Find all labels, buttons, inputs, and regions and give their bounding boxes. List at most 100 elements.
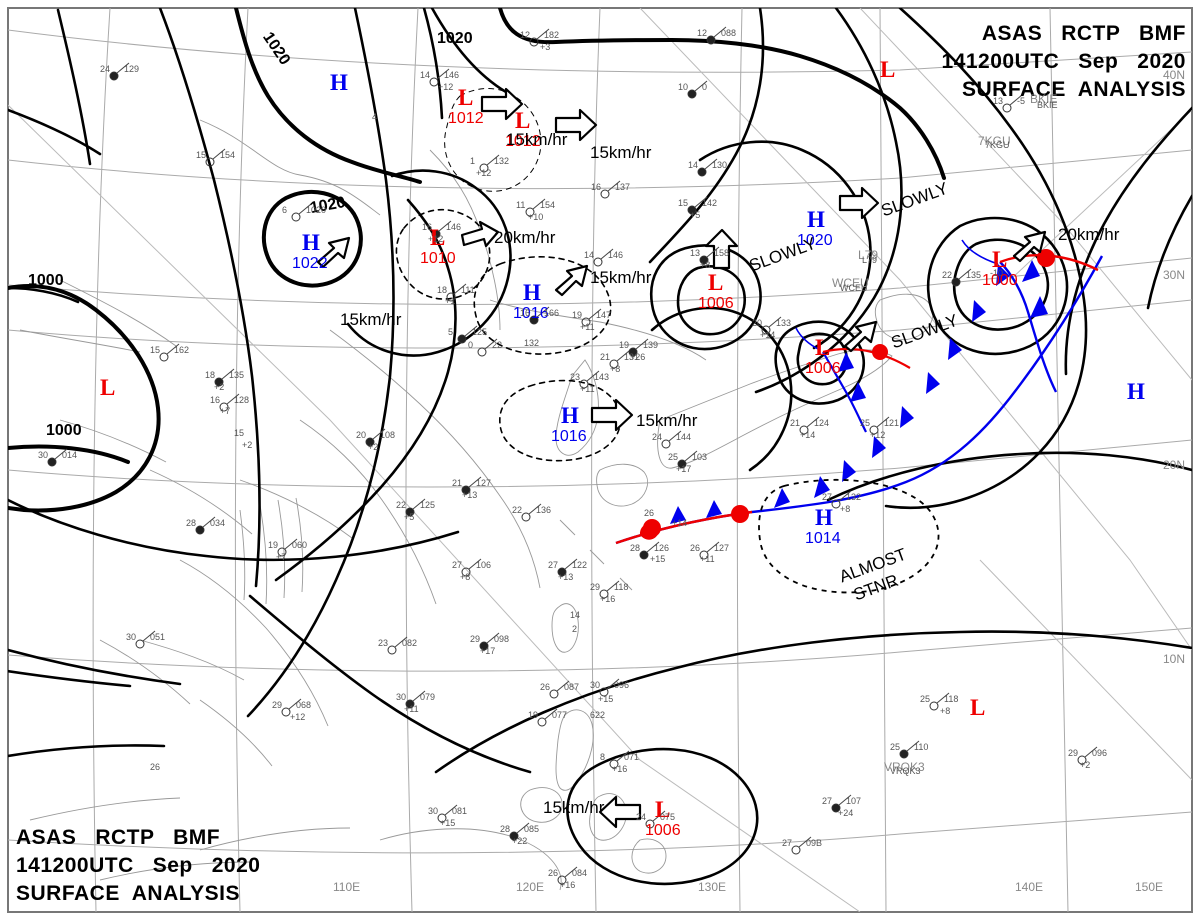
station-pressure-text: 162 [174, 345, 190, 355]
station-plot-text: 12 [697, 28, 708, 38]
motion-speed-label: 20km/hr [1058, 225, 1120, 244]
station-plot-text: 24 [100, 64, 111, 74]
station-pressure-text: 088 [721, 28, 737, 38]
high-pressure-symbol: H [302, 230, 320, 255]
station-plot-text: 26 [540, 682, 551, 692]
station-pressure-text: 166 [544, 308, 560, 318]
motion-speed-label: 15km/hr [590, 143, 652, 162]
station-plot-text: +12 [428, 234, 444, 244]
lat-label-10n: 10N [1163, 652, 1186, 666]
station-plot-text: 2 [572, 624, 578, 634]
station-plot-text: +26 [630, 352, 646, 362]
station-pressure-text: 127 [714, 543, 730, 553]
station-plot-text: 29 [590, 582, 601, 592]
station-plot-text: +14 [800, 430, 816, 440]
pressure-value-label: 1016 [551, 428, 587, 445]
station-pressure-text: 154 [540, 200, 556, 210]
station-pressure-text: 121 [884, 418, 900, 428]
station-plot-text: 14 [420, 70, 431, 80]
station-pressure-text: 096 [614, 680, 630, 690]
station-plot-text: 23 [570, 372, 581, 382]
station-pressure-text: 118 [614, 582, 629, 592]
header-line-1: ASAS RCTP BMF [981, 22, 1186, 45]
station-plot-text: 26 [548, 868, 559, 878]
station-pressure-text: 158 [714, 248, 730, 258]
footer-line-1: ASAS RCTP BMF [16, 826, 221, 849]
station-pressure-text: 127 [476, 478, 492, 488]
station-pressure-text: 103 [692, 452, 708, 462]
station-pressure-text: 106 [476, 560, 492, 570]
lat-label-20n: 20N [1163, 458, 1186, 472]
station-plot-text: +15 [650, 554, 666, 564]
station-pressure-text: 081 [452, 806, 468, 816]
motion-arrows [316, 87, 1047, 829]
isobar-label: 1000 [46, 422, 82, 439]
station-pressure-text: 085 [524, 824, 540, 834]
motion-speed-label: 15km/hr [590, 268, 652, 287]
station-code: L79 [858, 248, 879, 262]
station-plot-text: +11 [580, 384, 595, 394]
station-pressure-text: 125 [420, 500, 436, 510]
station-plot-text: +2 [242, 440, 253, 450]
station-pressure-text: 1020 [306, 205, 327, 215]
footer-line-3: SURFACE ANALYSIS [16, 882, 240, 905]
station-pressure-text: 071 [624, 752, 640, 762]
station-plot-text: 19 [268, 540, 279, 550]
station-pressure-text: 060 [292, 540, 308, 550]
station-plot-text: +5 [404, 512, 415, 522]
station-plot-text: +16 [612, 764, 628, 774]
high-pressure-symbol: H [561, 403, 579, 428]
pressure-value-label: 1022 [292, 255, 328, 272]
station-plot-text: +10 [528, 212, 544, 222]
station-plot-text: 15 [678, 198, 689, 208]
station-plot-text: +2 [368, 442, 379, 452]
station-plot-text: 26 [150, 762, 161, 772]
station-plot-text: 16 [591, 182, 602, 192]
station-plot-text: 20 [752, 318, 763, 328]
low-pressure-symbol: L [100, 375, 116, 400]
station-pressure-text: 108 [380, 430, 396, 440]
high-pressure-symbol: H [330, 70, 348, 95]
station-pressure-text: 143 [594, 372, 610, 382]
station-pressure-text: 014 [62, 450, 78, 460]
station-plot-text: 22 [942, 270, 953, 280]
station-plot-text: 30 [396, 692, 407, 702]
station-plot-text: 27 [782, 838, 793, 848]
header-line-3: SURFACE ANALYSIS [962, 78, 1186, 101]
station-plot-text: 14 [688, 160, 699, 170]
station-plot-text: 28 [186, 518, 197, 528]
station-plot-text: 28 [630, 543, 641, 553]
station-plot-text: 10 [678, 82, 689, 92]
motion-speed-label: 15km/hr [636, 411, 698, 430]
station-plot-text: +1 [445, 296, 456, 306]
station-pressure-text: 126 [654, 543, 670, 553]
station-plot-text: +17 [480, 646, 496, 656]
station-pressure-text: 051 [150, 632, 166, 642]
station-plot-text: 29 [470, 634, 481, 644]
station-pressure-text: 124 [814, 418, 830, 428]
pressure-value-label: 1012 [448, 110, 484, 127]
station-plot-text: 15 [150, 345, 161, 355]
station-plot-text: 0 [468, 340, 474, 350]
station-plot-text: 13 [993, 96, 1004, 106]
station-plot-text: 30 [428, 806, 439, 816]
lon-label-130e: 130E [698, 880, 727, 894]
high-pressure-symbol: H [815, 505, 833, 530]
station-pressure-text: 129 [124, 64, 140, 74]
station-pressure-text: 077 [552, 710, 568, 720]
motion-speed-label: 15km/hr [506, 130, 568, 149]
lat-label-30n: 30N [1163, 268, 1186, 282]
station-pressure-text: 068 [296, 700, 312, 710]
station-plot-text: 24 [652, 432, 663, 442]
lon-label-110e: 110E [333, 880, 361, 894]
station-plot-text: 30 [126, 632, 137, 642]
station-pressure-text: 09B [806, 838, 823, 848]
station-plot-text: +12 [438, 82, 454, 92]
station-pressure-text: 079 [420, 692, 436, 702]
station-plot-text: 6 [282, 205, 288, 215]
station-plot-text: +14 [672, 518, 688, 528]
station-plot-text: 18 [437, 285, 448, 295]
station-plot-text: +12 [476, 168, 492, 178]
